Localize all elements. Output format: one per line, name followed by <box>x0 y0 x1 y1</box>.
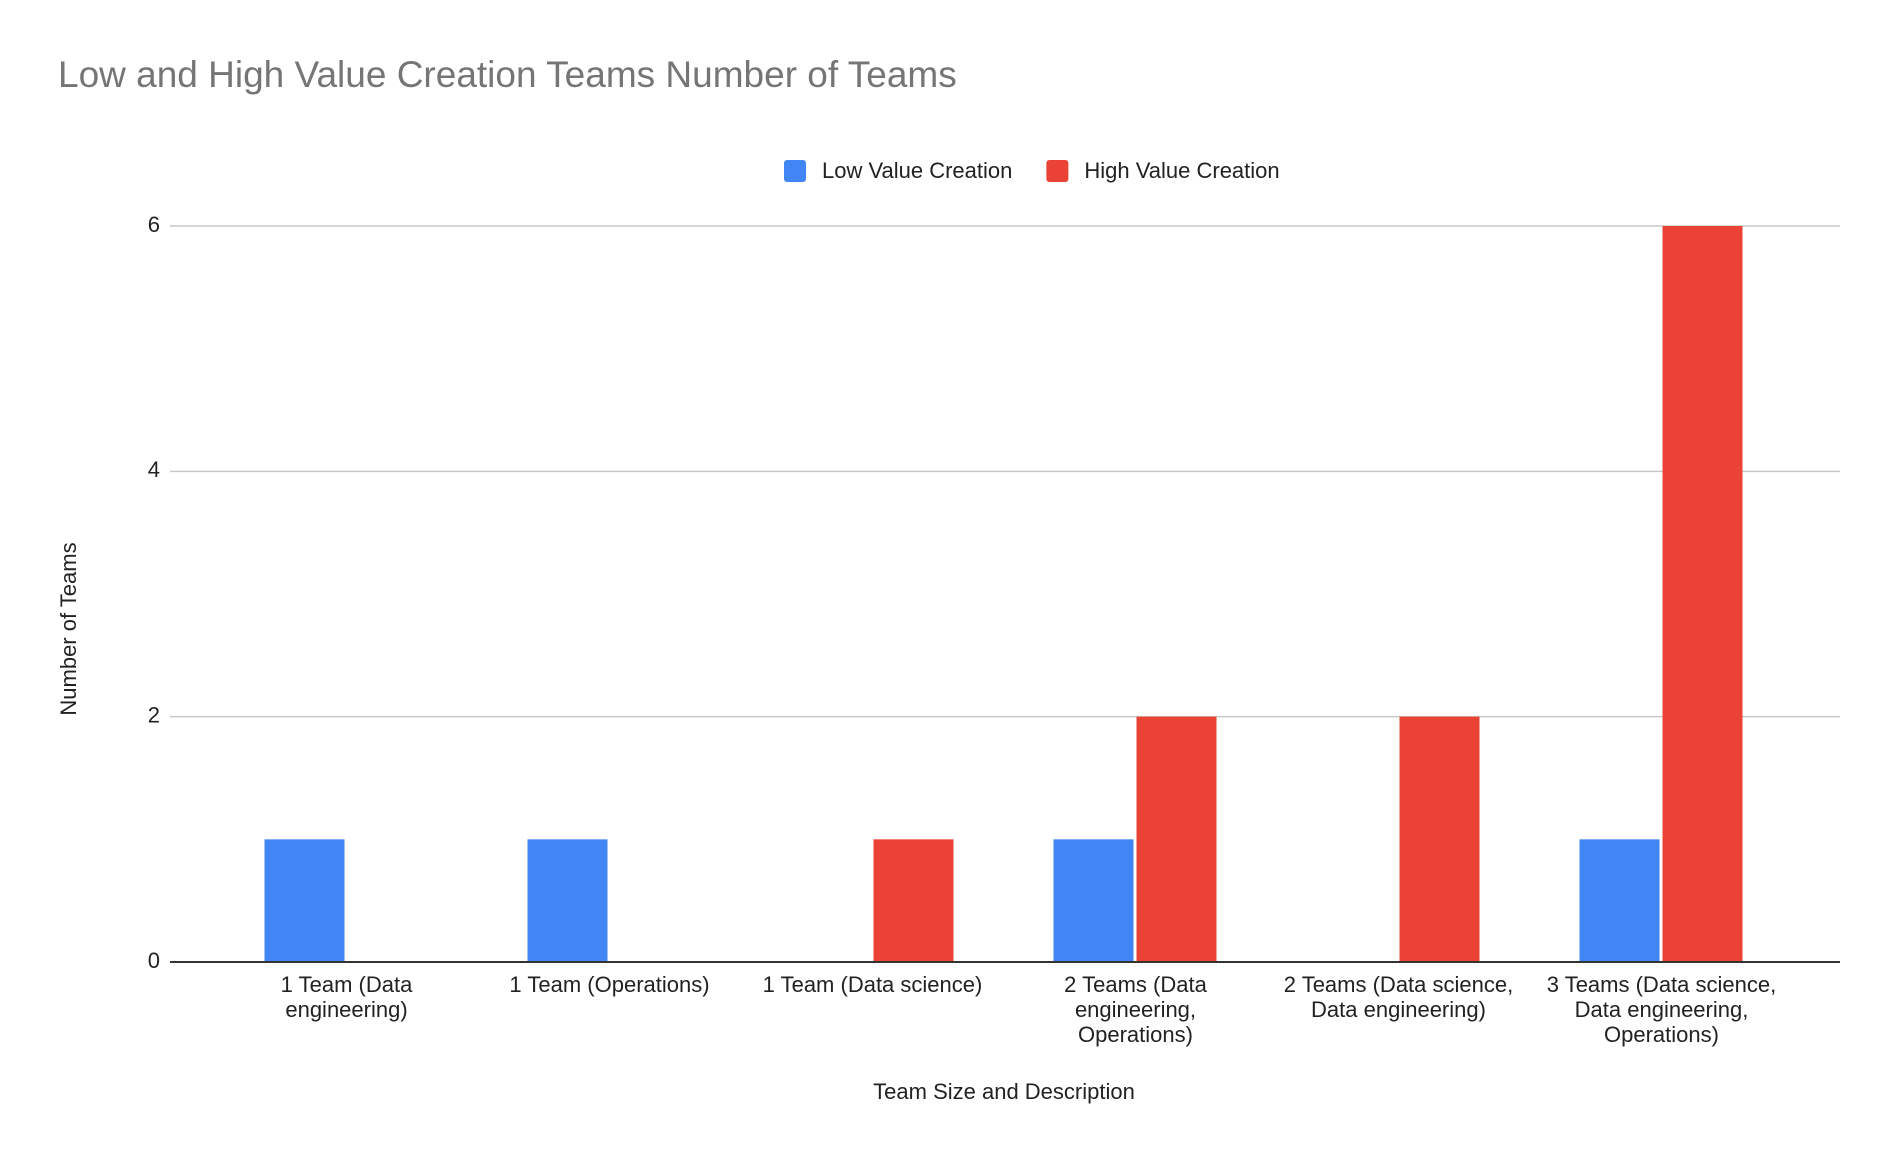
x-tick-label: 1 Team (Operations) <box>509 972 710 997</box>
y-tick-label: 0 <box>148 948 160 973</box>
x-tick-label: 1 Team (Data engineering) <box>280 972 413 1022</box>
bar <box>1399 716 1480 962</box>
x-tick-label: 2 Teams (Data science, Data engineering) <box>1283 972 1514 1022</box>
bar <box>1053 839 1134 962</box>
bar <box>527 839 608 962</box>
legend-label: Low Value Creation <box>822 158 1012 183</box>
y-axis-label: Number of Teams <box>56 542 81 715</box>
bar <box>264 839 345 962</box>
y-tick-label: 4 <box>148 457 160 482</box>
bar <box>1136 716 1217 962</box>
x-tick-label: 2 Teams (Data engineering, Operations) <box>1064 972 1207 1047</box>
x-tick-label: 1 Team (Data science) <box>762 972 983 997</box>
x-axis-label: Team Size and Description <box>873 1079 1135 1104</box>
y-tick-label: 6 <box>148 212 160 237</box>
y-tick-label: 2 <box>148 702 160 727</box>
bar <box>1579 839 1660 962</box>
bar <box>873 839 954 962</box>
bar <box>1662 226 1743 962</box>
legend-swatch <box>784 160 806 182</box>
legend-label: High Value Creation <box>1084 158 1279 183</box>
x-tick-label: 3 Teams (Data science, Data engineering,… <box>1546 972 1777 1047</box>
chart-title: Low and High Value Creation Teams Number… <box>58 54 957 95</box>
legend-swatch <box>1046 160 1069 182</box>
